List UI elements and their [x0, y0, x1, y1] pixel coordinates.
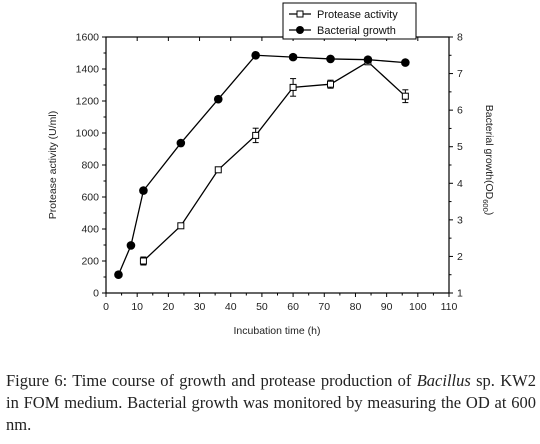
y-right-tick-label: 4: [457, 178, 463, 190]
y-right-tick-label: 6: [457, 105, 463, 117]
y-left-tick-label: 800: [81, 160, 99, 172]
y-left-tick-label: 0: [93, 288, 99, 300]
x-tick-label: 90: [381, 301, 393, 313]
plot-area-frame: [105, 36, 450, 294]
x-tick-label: 30: [194, 301, 206, 313]
y-left-tick-label: 1600: [76, 32, 100, 44]
figure-label: Figure 6:: [6, 371, 68, 390]
y-left-tick-label: 400: [81, 224, 99, 236]
legend-label-growth: Bacterial growth: [317, 25, 396, 37]
x-tick-label: 80: [350, 301, 362, 313]
data-point-growth: [176, 138, 186, 148]
data-point-growth: [213, 94, 223, 104]
data-point-growth: [139, 186, 148, 195]
x-tick-label: 100: [409, 301, 427, 313]
y-right-tick-label: 3: [457, 214, 463, 226]
data-point-protease: [177, 222, 185, 230]
data-point-protease: [252, 131, 260, 139]
data-point-growth: [114, 270, 123, 280]
y-right-tick-label: 5: [457, 141, 463, 153]
chart: 0 10 20 30 40 50 60 70 80 90 100 110 0 200 400 600 800 10…: [47, 2, 495, 337]
legend-box: [282, 2, 417, 40]
x-tick-label: 110: [441, 301, 458, 313]
x-axis-label: Incubation time (h): [234, 325, 321, 337]
y-axis-left-label: Protease activity (U/ml): [47, 111, 59, 220]
legend-marker-protease: [296, 10, 304, 18]
data-point-growth: [363, 55, 373, 64]
figure-caption: Figure 6: Time course of growth and prot…: [6, 370, 536, 436]
organism-name: Bacillus: [416, 371, 471, 390]
x-tick-label: 40: [225, 301, 237, 313]
legend-label-protease: Protease activity: [317, 9, 398, 21]
series-line-growth: [117, 54, 406, 275]
x-tick-label: 20: [163, 301, 175, 313]
x-tick-label: 0: [103, 301, 109, 313]
data-point-protease: [401, 92, 409, 100]
legend: Protease activity Bacterial growth: [282, 2, 417, 40]
x-tick-label: 60: [287, 301, 299, 313]
caption-text-before: Time course of growth and protease produ…: [67, 371, 417, 390]
x-tick-label: 50: [256, 301, 268, 313]
data-point-protease: [139, 257, 147, 265]
svg-text:Bacterial growth(OD600): Bacterial growth(OD600): [481, 105, 495, 216]
y-right-tick-label: 2: [457, 251, 463, 263]
y-left-tick-label: 1000: [76, 128, 100, 140]
data-point-growth: [288, 52, 298, 62]
y-left-tick-label: 1400: [76, 64, 100, 76]
data-point-protease: [289, 83, 297, 91]
data-point-protease: [327, 80, 335, 88]
y-left-tick-label: 600: [81, 192, 99, 204]
y-axis-right-label: Bacterial growth(OD600): [481, 105, 495, 216]
data-point-growth: [126, 241, 136, 250]
y-left-tick-label: 1200: [76, 96, 100, 108]
data-point-growth: [326, 54, 335, 64]
x-tick-label: 70: [318, 301, 330, 313]
data-point-growth: [401, 58, 410, 67]
y-right-tick-label: 8: [457, 32, 463, 44]
x-tick-label: 10: [131, 301, 143, 313]
data-point-growth: [251, 50, 260, 60]
y-left-tick-label: 200: [81, 256, 99, 268]
y-right-tick-label: 7: [457, 68, 463, 80]
series-line-protease: [142, 60, 406, 262]
y-right-tick-label: 1: [457, 288, 463, 300]
caption-text-after: sp. KW2 in FOM medium. Bacterial growth …: [6, 371, 536, 434]
legend-marker-growth: [296, 26, 304, 34]
data-point-protease: [214, 166, 222, 174]
